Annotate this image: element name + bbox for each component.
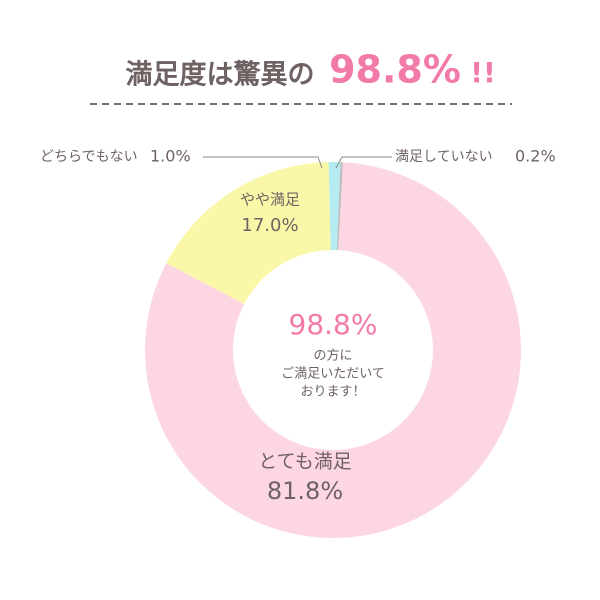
slice-label: どちらでもない: [40, 149, 138, 165]
slice-value-label: 0.2%: [515, 147, 556, 166]
leader-line: [335, 156, 392, 169]
center-highlight: 98.8%: [289, 308, 378, 341]
chart-title: 満足度は驚異の: [126, 59, 315, 91]
donut-slice: [328, 162, 341, 251]
center-text: ご満足いただいて: [281, 366, 385, 382]
slice-value-label: 1.0%: [150, 147, 191, 166]
slice-label: 満足していない: [395, 149, 493, 165]
slice-value-label: 17.0%: [241, 215, 298, 236]
donut-slice: [336, 162, 343, 251]
slice-label: やや満足: [240, 191, 300, 209]
leader-line: [203, 156, 323, 169]
title-suffix: !!: [470, 56, 496, 89]
donut-slice: [166, 162, 331, 304]
donut-slice: [145, 162, 521, 539]
slice-label: とても満足: [258, 451, 351, 473]
slice-value-label: 81.8%: [267, 477, 343, 505]
center-text: の方に: [313, 348, 352, 364]
title-highlight: 98.8%: [329, 48, 461, 92]
center-text: おります！: [300, 385, 365, 400]
